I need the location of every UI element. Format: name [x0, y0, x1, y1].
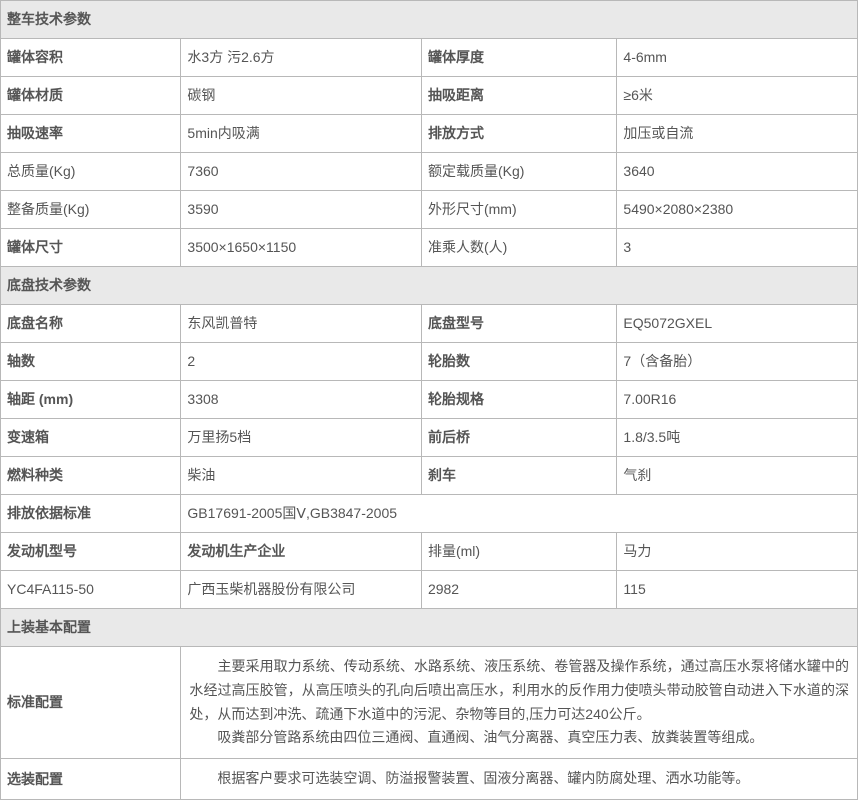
label-tire-spec: 轮胎规格	[421, 381, 616, 419]
label-displacement: 排量(ml)	[421, 533, 616, 571]
value-curb-mass: 3590	[181, 191, 422, 229]
value-rated-load: 3640	[617, 153, 858, 191]
label-emission-standard: 排放依据标准	[1, 495, 181, 533]
value-chassis-name: 东风凯普特	[181, 305, 422, 343]
label-passengers: 准乘人数(人)	[421, 229, 616, 267]
value-optional-config: 根据客户要求可选装空调、防溢报警装置、固液分离器、罐内防腐处理、洒水功能等。	[181, 759, 858, 800]
section-header-vehicle: 整车技术参数	[1, 1, 858, 39]
section-header-chassis: 底盘技术参数	[1, 267, 858, 305]
label-wheelbase: 轴距 (mm)	[1, 381, 181, 419]
label-engine-maker: 发动机生产企业	[181, 533, 422, 571]
table-row: 选装配置 根据客户要求可选装空调、防溢报警装置、固液分离器、罐内防腐处理、洒水功…	[1, 759, 858, 800]
table-row: 整备质量(Kg) 3590 外形尺寸(mm) 5490×2080×2380	[1, 191, 858, 229]
value-chassis-model: EQ5072GXEL	[617, 305, 858, 343]
value-passengers: 3	[617, 229, 858, 267]
label-optional-config: 选装配置	[1, 759, 181, 800]
label-brake: 刹车	[421, 457, 616, 495]
table-row: 轴距 (mm) 3308 轮胎规格 7.00R16	[1, 381, 858, 419]
value-axle-count: 2	[181, 343, 422, 381]
table-row: 发动机型号 发动机生产企业 排量(ml) 马力	[1, 533, 858, 571]
value-tank-size: 3500×1650×1150	[181, 229, 422, 267]
table-row: 罐体容积 水3方 污2.6方 罐体厚度 4-6mm	[1, 39, 858, 77]
label-tank-thickness: 罐体厚度	[421, 39, 616, 77]
table-row: 罐体尺寸 3500×1650×1150 准乘人数(人) 3	[1, 229, 858, 267]
table-row: 变速箱 万里扬5档 前后桥 1.8/3.5吨	[1, 419, 858, 457]
value-axle-front-rear: 1.8/3.5吨	[617, 419, 858, 457]
value-tank-material: 碳钢	[181, 77, 422, 115]
value-tank-thickness: 4-6mm	[617, 39, 858, 77]
value-wheelbase: 3308	[181, 381, 422, 419]
label-fuel-type: 燃料种类	[1, 457, 181, 495]
label-tank-material: 罐体材质	[1, 77, 181, 115]
table-row: 底盘名称 东风凯普特 底盘型号 EQ5072GXEL	[1, 305, 858, 343]
label-gearbox: 变速箱	[1, 419, 181, 457]
table-row: YC4FA115-50 广西玉柴机器股份有限公司 2982 115	[1, 571, 858, 609]
table-row: 总质量(Kg) 7360 额定载质量(Kg) 3640	[1, 153, 858, 191]
label-suction-rate: 抽吸速率	[1, 115, 181, 153]
label-total-mass: 总质量(Kg)	[1, 153, 181, 191]
value-displacement: 2982	[421, 571, 616, 609]
label-tire-count: 轮胎数	[421, 343, 616, 381]
label-horsepower: 马力	[617, 533, 858, 571]
label-axle-count: 轴数	[1, 343, 181, 381]
table-row: 燃料种类 柴油 刹车 气刹	[1, 457, 858, 495]
table-row: 罐体材质 碳钢 抽吸距离 ≥6米	[1, 77, 858, 115]
label-axle-front-rear: 前后桥	[421, 419, 616, 457]
spec-table: 整车技术参数 罐体容积 水3方 污2.6方 罐体厚度 4-6mm 罐体材质 碳钢…	[0, 0, 858, 800]
label-curb-mass: 整备质量(Kg)	[1, 191, 181, 229]
label-tank-volume: 罐体容积	[1, 39, 181, 77]
value-horsepower: 115	[617, 571, 858, 609]
table-row: 轴数 2 轮胎数 7（含备胎）	[1, 343, 858, 381]
label-discharge-mode: 排放方式	[421, 115, 616, 153]
value-suction-distance: ≥6米	[617, 77, 858, 115]
value-total-mass: 7360	[181, 153, 422, 191]
section-header-equipment: 上装基本配置	[1, 609, 858, 647]
label-chassis-name: 底盘名称	[1, 305, 181, 343]
value-engine-maker: 广西玉柴机器股份有限公司	[181, 571, 422, 609]
label-rated-load: 额定载质量(Kg)	[421, 153, 616, 191]
label-overall-size: 外形尺寸(mm)	[421, 191, 616, 229]
value-tire-spec: 7.00R16	[617, 381, 858, 419]
value-tire-count: 7（含备胎）	[617, 343, 858, 381]
value-brake: 气刹	[617, 457, 858, 495]
value-engine-model: YC4FA115-50	[1, 571, 181, 609]
value-gearbox: 万里扬5档	[181, 419, 422, 457]
value-tank-volume: 水3方 污2.6方	[181, 39, 422, 77]
label-chassis-model: 底盘型号	[421, 305, 616, 343]
value-overall-size: 5490×2080×2380	[617, 191, 858, 229]
value-emission-standard: GB17691-2005国Ⅴ,GB3847-2005	[181, 495, 858, 533]
label-suction-distance: 抽吸距离	[421, 77, 616, 115]
value-suction-rate: 5min内吸满	[181, 115, 422, 153]
value-fuel-type: 柴油	[181, 457, 422, 495]
table-row: 抽吸速率 5min内吸满 排放方式 加压或自流	[1, 115, 858, 153]
value-discharge-mode: 加压或自流	[617, 115, 858, 153]
table-row: 排放依据标准 GB17691-2005国Ⅴ,GB3847-2005	[1, 495, 858, 533]
label-engine-model: 发动机型号	[1, 533, 181, 571]
label-tank-size: 罐体尺寸	[1, 229, 181, 267]
